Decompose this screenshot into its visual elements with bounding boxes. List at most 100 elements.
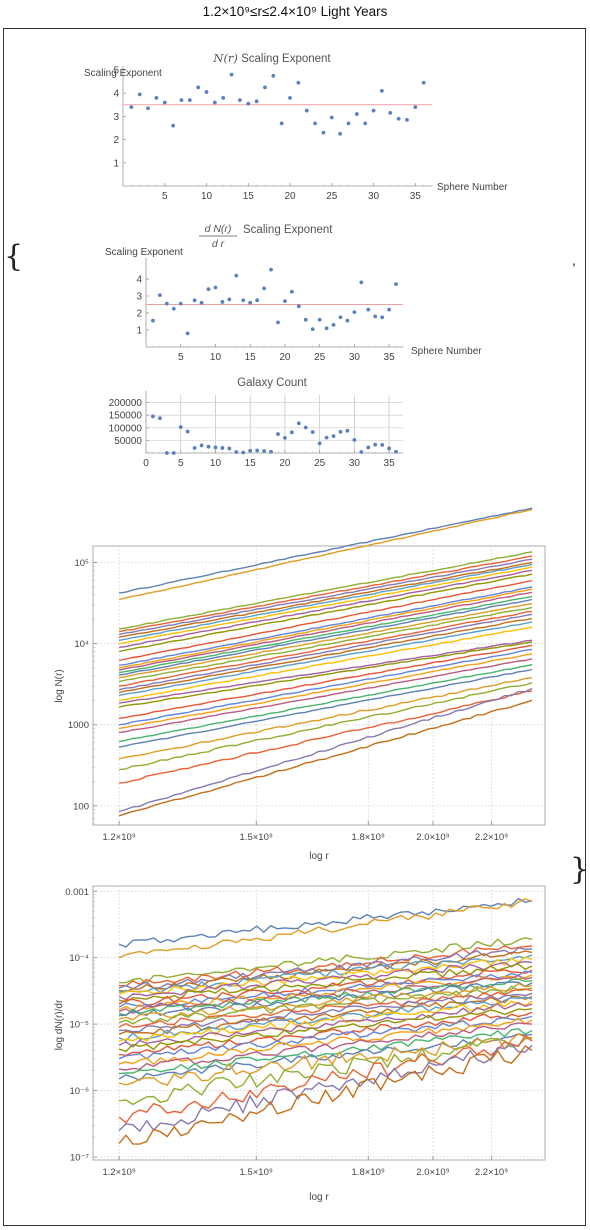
data-point bbox=[388, 111, 393, 115]
chart-title: Galaxy Count bbox=[237, 377, 307, 389]
series-line bbox=[118, 996, 533, 1042]
data-point bbox=[373, 442, 378, 447]
x-tick-label: 1.8×10⁹ bbox=[352, 832, 385, 843]
x-tick-label: 35 bbox=[410, 191, 422, 202]
series-line bbox=[118, 606, 533, 683]
series-line bbox=[118, 699, 533, 817]
data-point bbox=[276, 320, 280, 325]
data-point bbox=[206, 287, 211, 292]
y-tick-label: 4 bbox=[136, 275, 142, 286]
data-point bbox=[227, 446, 232, 451]
chart-title: d N(r) d r Scaling Exponent bbox=[199, 223, 333, 250]
series-line bbox=[119, 569, 533, 649]
data-point bbox=[405, 117, 409, 122]
data-point bbox=[379, 88, 384, 93]
data-point bbox=[363, 121, 368, 126]
x-tick-label: 5 bbox=[162, 191, 168, 202]
data-point bbox=[262, 449, 266, 453]
x-tick-label: 25 bbox=[314, 458, 326, 469]
data-point bbox=[352, 437, 357, 442]
x-tick-label: 15 bbox=[245, 352, 257, 363]
series-line bbox=[118, 897, 533, 948]
list-separator: , bbox=[572, 252, 576, 268]
x-tick-label: 1.2×10⁹ bbox=[102, 1167, 135, 1178]
data-point bbox=[283, 299, 287, 303]
y-tick-label: 2 bbox=[113, 135, 119, 146]
data-point bbox=[129, 105, 134, 110]
series-line bbox=[118, 664, 533, 743]
x-tick-label: 2.0×10⁹ bbox=[416, 1167, 449, 1178]
y-axis-label: Scaling Exponent bbox=[84, 68, 162, 79]
data-point bbox=[238, 98, 242, 103]
series-line bbox=[118, 1043, 533, 1133]
data-point bbox=[234, 450, 239, 454]
y-tick-label: 4 bbox=[113, 89, 119, 100]
data-point bbox=[137, 92, 142, 97]
panel-nr-exponent: 1 2 3 4 5 5 10 15 20 25 30 35 Scaling Exponent Sphere… bbox=[84, 66, 508, 203]
x-tick-label: 5 bbox=[178, 458, 184, 469]
x-tick-label: 20 bbox=[279, 458, 291, 469]
x-tick-label: 15 bbox=[243, 191, 255, 202]
series-line bbox=[119, 1022, 533, 1071]
data-point bbox=[324, 435, 329, 440]
y-tick-label: 10⁻⁵ bbox=[69, 1020, 89, 1031]
series-line bbox=[118, 613, 533, 691]
data-point bbox=[185, 331, 190, 336]
output-frame bbox=[3, 28, 586, 1226]
y-tick-label: 100000 bbox=[109, 423, 143, 434]
data-point bbox=[329, 115, 334, 120]
series-line bbox=[118, 995, 533, 1036]
list-close-brace: } bbox=[570, 852, 590, 887]
series-line bbox=[119, 586, 533, 666]
data-point bbox=[254, 99, 259, 104]
data-point bbox=[221, 95, 226, 100]
data-point bbox=[162, 100, 167, 105]
data-point bbox=[380, 315, 385, 320]
data-point bbox=[304, 108, 309, 113]
x-tick-label: 30 bbox=[349, 352, 361, 363]
series-line bbox=[118, 508, 533, 601]
data-point bbox=[352, 310, 357, 315]
data-point bbox=[212, 100, 217, 105]
y-tick-label: 5 bbox=[113, 66, 119, 77]
data-point bbox=[331, 434, 336, 439]
x-tick-label: 1.5×10⁹ bbox=[240, 1167, 273, 1178]
data-point bbox=[213, 285, 218, 290]
series-line bbox=[118, 687, 533, 813]
series-line bbox=[118, 617, 533, 694]
y-tick-label: 100 bbox=[73, 801, 89, 812]
series-line bbox=[118, 978, 533, 1016]
series-line bbox=[119, 626, 533, 701]
data-point bbox=[296, 421, 301, 426]
y-axis-label: log N(r) bbox=[54, 669, 65, 702]
series-line bbox=[118, 621, 533, 697]
series-line bbox=[118, 668, 533, 748]
data-point bbox=[171, 306, 176, 311]
plot-frame bbox=[92, 885, 546, 1161]
y-tick-label: 3 bbox=[136, 292, 142, 303]
page-title: 1.2×10⁹≤r≤2.4×10⁹ Light Years bbox=[202, 4, 388, 19]
data-point bbox=[345, 428, 350, 433]
data-point bbox=[220, 300, 225, 304]
series-line bbox=[118, 1015, 533, 1060]
data-point bbox=[394, 449, 398, 454]
data-point bbox=[229, 72, 234, 77]
data-point bbox=[296, 304, 301, 309]
series-line bbox=[118, 591, 533, 671]
series-line bbox=[119, 1027, 533, 1075]
series-line bbox=[119, 648, 533, 726]
data-point bbox=[269, 267, 273, 272]
panel-log-dndr: 1.2×10⁹ 1.5×10⁹ 1.8×10⁹ 2.0×10⁹ 2.2×10⁹ 10⁻⁷ 1… bbox=[54, 885, 546, 1203]
series-line bbox=[118, 970, 533, 1008]
data-point bbox=[366, 445, 371, 450]
data-point bbox=[255, 448, 260, 453]
y-tick-label: 10⁴ bbox=[74, 639, 89, 650]
data-point bbox=[310, 430, 315, 434]
data-point bbox=[317, 317, 322, 322]
data-point bbox=[321, 130, 326, 135]
data-point bbox=[179, 98, 184, 103]
series-line bbox=[118, 653, 533, 730]
x-tick-label: 1.5×10⁹ bbox=[240, 832, 273, 843]
